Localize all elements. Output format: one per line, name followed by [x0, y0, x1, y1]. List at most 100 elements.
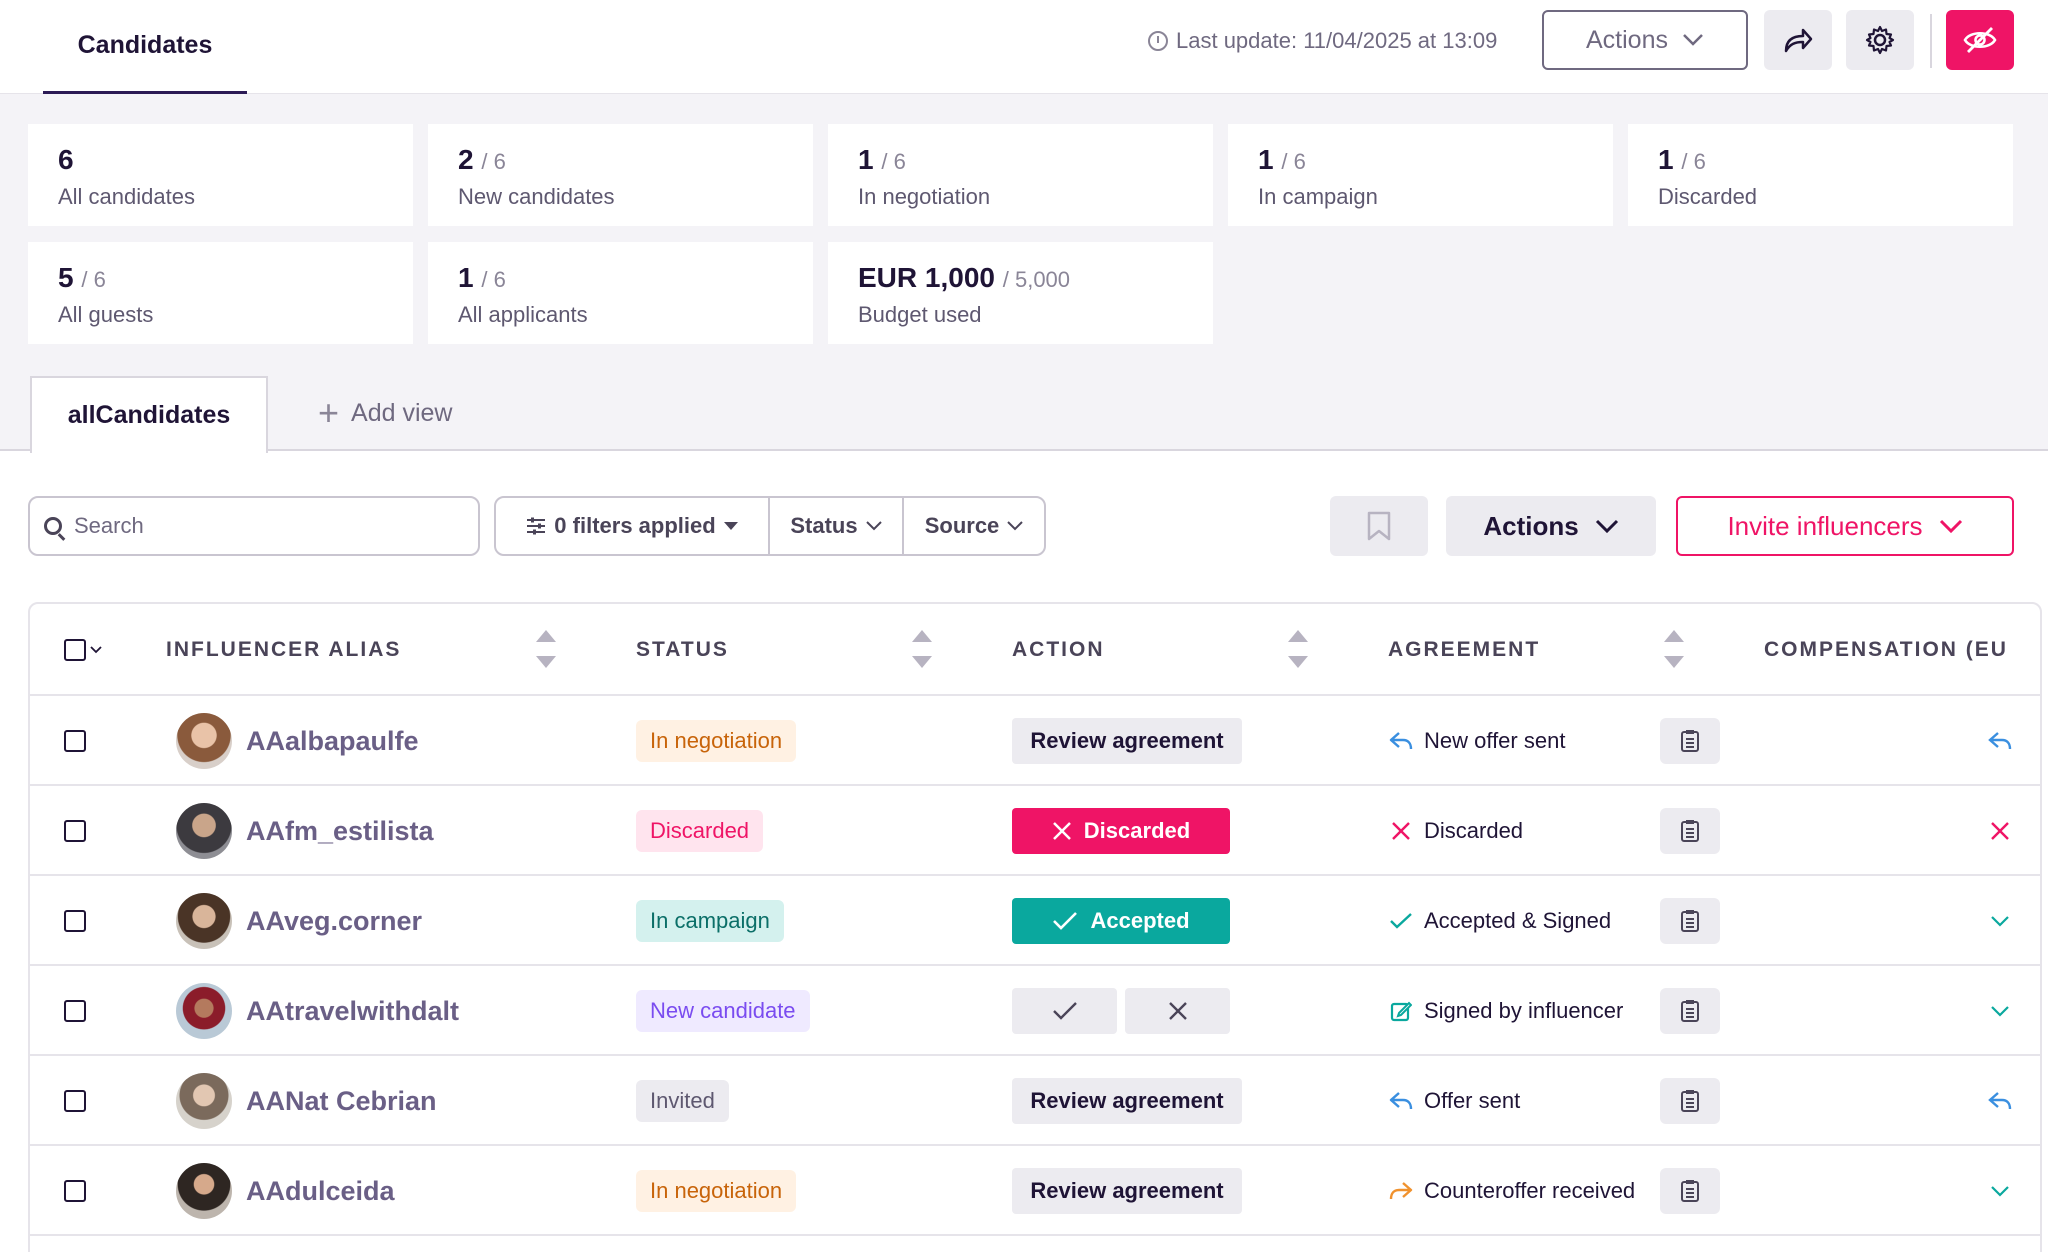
stat-card-all-applicants[interactable]: 1 / 6 All applicants	[428, 242, 813, 344]
review-agreement-button[interactable]: Review agreement	[1012, 1168, 1242, 1214]
view-tabs: allCandidates + Add view	[0, 376, 2048, 453]
clipboard-icon	[1681, 1180, 1699, 1202]
influencer-alias[interactable]: AAdulceida	[246, 1175, 395, 1206]
table-row[interactable]: AAveg.corner In campaign Accepted Accept…	[30, 876, 2040, 966]
row-checkbox[interactable]	[64, 820, 86, 842]
stat-card-in-negotiation[interactable]: 1 / 6 In negotiation	[828, 124, 1213, 226]
sort-icon[interactable]	[1664, 630, 1684, 668]
row-checkbox[interactable]	[64, 910, 86, 932]
stat-label: All candidates	[58, 184, 195, 209]
add-view-button[interactable]: + Add view	[318, 390, 452, 436]
check-icon	[1991, 1186, 2009, 1197]
sort-icon[interactable]	[1288, 630, 1308, 668]
chevron-down-icon[interactable]	[90, 646, 102, 654]
settings-button[interactable]	[1846, 10, 1914, 70]
table-row[interactable]: AAalbapaulfe In negotiation Review agree…	[30, 696, 2040, 786]
table-row[interactable]: AAdulceida In negotiation Review agreeme…	[30, 1146, 2040, 1236]
influencer-alias[interactable]: AANat Cebrian	[246, 1085, 437, 1116]
influencer-cell[interactable]: AAveg.corner	[176, 876, 422, 966]
check-icon	[1991, 1006, 2009, 1017]
stats-panel: 6 All candidates 2 / 6 New candidates 1 …	[0, 94, 2048, 376]
status-badge: In negotiation	[636, 1170, 797, 1212]
influencer-cell[interactable]: AANat Cebrian	[176, 1056, 437, 1146]
stat-card-discarded[interactable]: 1 / 6 Discarded	[1628, 124, 2013, 226]
top-bar: Candidates Last update: 11/04/2025 at 13…	[0, 0, 2048, 94]
column-influencer-alias[interactable]: INFLUENCER ALIAS	[166, 638, 402, 661]
column-compensation[interactable]: COMPENSATION (EU	[1764, 638, 2008, 661]
clipboard-icon	[1681, 910, 1699, 932]
header-actions-button[interactable]: Actions	[1542, 10, 1748, 70]
stat-card-all-candidates[interactable]: 6 All candidates	[28, 124, 413, 226]
influencer-alias[interactable]: AAfm_estilista	[246, 815, 434, 846]
stat-card-budget-used[interactable]: EUR 1,000 / 5,000 Budget used	[828, 242, 1213, 344]
stat-total: / 6	[481, 267, 506, 292]
stat-value: 2	[458, 144, 474, 175]
filters-button[interactable]: 0 filters applied	[496, 498, 770, 554]
review-agreement-button[interactable]: Review agreement	[1012, 718, 1242, 764]
row-checkbox[interactable]	[64, 1180, 86, 1202]
view-agreement-button[interactable]	[1660, 898, 1720, 944]
row-checkbox[interactable]	[64, 730, 86, 752]
status-filter[interactable]: Status	[770, 498, 904, 554]
candidates-table: INFLUENCER ALIAS STATUS ACTION AGREEMENT…	[28, 602, 2042, 1252]
tab-candidates[interactable]: Candidates	[43, 0, 247, 94]
influencer-alias[interactable]: AAalbapaulfe	[246, 725, 419, 756]
agreement-status: Accepted & Signed	[1424, 908, 1612, 933]
column-action[interactable]: ACTION	[1012, 638, 1105, 661]
agreement-status: Offer sent	[1424, 1088, 1521, 1113]
table-row[interactable]: AAtravelwithdalt New candidate Signed by…	[30, 966, 2040, 1056]
invite-influencers-button[interactable]: Invite influencers	[1676, 496, 2014, 556]
stat-label: Budget used	[858, 302, 982, 327]
select-all[interactable]	[64, 604, 102, 696]
row-checkbox[interactable]	[64, 1090, 86, 1112]
decline-button[interactable]	[1125, 988, 1230, 1034]
influencer-cell[interactable]: AAfm_estilista	[176, 786, 434, 876]
table-row[interactable]: AANat Cebrian Invited Review agreement O…	[30, 1056, 2040, 1146]
stat-card-all-guests[interactable]: 5 / 6 All guests	[28, 242, 413, 344]
accepted-button[interactable]: Accepted	[1012, 898, 1230, 944]
stat-total: / 6	[1281, 149, 1306, 174]
hide-button[interactable]	[1946, 10, 2014, 70]
view-agreement-button[interactable]	[1660, 718, 1720, 764]
sort-icon[interactable]	[536, 630, 556, 668]
stat-label: In campaign	[1258, 184, 1378, 209]
review-agreement-button[interactable]: Review agreement	[1012, 1078, 1242, 1124]
tab-all-candidates[interactable]: allCandidates	[30, 376, 268, 453]
search-box[interactable]	[28, 496, 480, 556]
influencer-cell[interactable]: AAalbapaulfe	[176, 696, 419, 786]
discarded-button[interactable]: Discarded	[1012, 808, 1230, 854]
influencer-cell[interactable]: AAdulceida	[176, 1146, 395, 1236]
avatar	[176, 803, 232, 859]
stat-label: All applicants	[458, 302, 588, 327]
search-input[interactable]	[74, 513, 454, 539]
stat-card-new-candidates[interactable]: 2 / 6 New candidates	[428, 124, 813, 226]
stat-total: / 6	[81, 267, 106, 292]
stat-card-in-campaign[interactable]: 1 / 6 In campaign	[1228, 124, 1613, 226]
close-icon	[1388, 821, 1414, 841]
column-agreement[interactable]: AGREEMENT	[1388, 638, 1541, 661]
sort-icon[interactable]	[912, 630, 932, 668]
row-checkbox[interactable]	[64, 1000, 86, 1022]
influencer-cell[interactable]: AAtravelwithdalt	[176, 966, 459, 1056]
source-filter[interactable]: Source	[904, 498, 1044, 554]
view-agreement-button[interactable]	[1660, 808, 1720, 854]
close-icon	[1052, 822, 1071, 840]
share-button[interactable]	[1764, 10, 1832, 70]
clipboard-icon	[1681, 1000, 1699, 1022]
column-status[interactable]: STATUS	[636, 638, 729, 661]
view-agreement-button[interactable]	[1660, 988, 1720, 1034]
accept-button[interactable]	[1012, 988, 1117, 1034]
influencer-alias[interactable]: AAveg.corner	[246, 905, 423, 936]
stat-label: In negotiation	[858, 184, 991, 209]
influencer-alias[interactable]: AAtravelwithdalt	[246, 995, 460, 1026]
table-row[interactable]: AAfm_estilista Discarded Discarded Disca…	[30, 786, 2040, 876]
chevron-down-icon	[1683, 34, 1703, 46]
view-agreement-button[interactable]	[1660, 1078, 1720, 1124]
status-badge: Discarded	[636, 810, 764, 852]
bulk-actions-button[interactable]: Actions	[1446, 496, 1656, 556]
bulk-actions-label: Actions	[1483, 510, 1579, 541]
bookmark-button[interactable]	[1330, 496, 1428, 556]
view-agreement-button[interactable]	[1660, 1168, 1720, 1214]
select-all-checkbox[interactable]	[64, 639, 86, 661]
avatar	[176, 1163, 232, 1219]
